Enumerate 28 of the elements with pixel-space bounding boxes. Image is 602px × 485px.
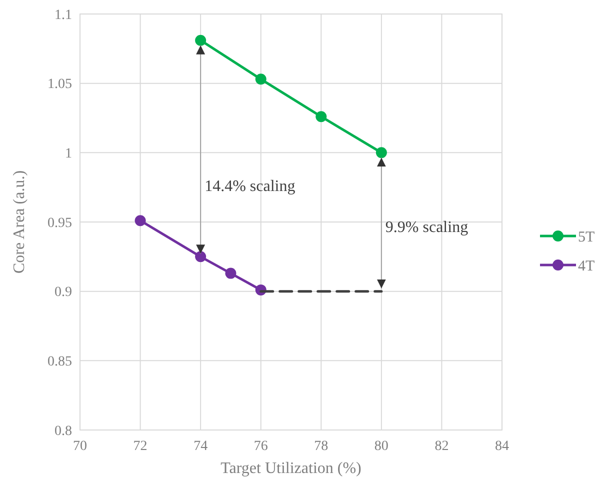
x-tick-label: 78 <box>314 439 328 454</box>
y-tick-label: 0.8 <box>54 424 72 439</box>
legend-label: 5T <box>578 229 595 246</box>
point <box>316 111 327 122</box>
legend-label: 4T <box>578 258 595 274</box>
point <box>225 268 236 279</box>
x-tick-label: 84 <box>495 439 509 454</box>
x-tick-label: 74 <box>194 439 208 454</box>
point <box>255 74 266 85</box>
x-tick-label: 82 <box>434 439 449 454</box>
x-tick-label: 80 <box>374 439 388 454</box>
x-axis-title: Target Utilization (%) <box>220 460 362 477</box>
point <box>195 34 206 46</box>
point <box>134 215 146 226</box>
y-tick-label: 0.85 <box>48 354 72 370</box>
x-tick-label: 72 <box>133 439 148 454</box>
x-tick-label: 76 <box>254 439 268 454</box>
y-tick-label: 0.95 <box>48 216 72 231</box>
y-tick-label: 1.1 <box>54 8 72 23</box>
y-tick-label: 1.05 <box>48 77 72 92</box>
y-axis-title: Core Area (a.u.) <box>11 170 28 274</box>
y-tick-label: 0.9 <box>54 285 72 300</box>
annotation: 9.9% scaling <box>385 218 468 236</box>
point <box>195 251 206 262</box>
point <box>376 147 387 158</box>
x-tick-label: 70 <box>73 439 87 454</box>
y-tick-label: 1 <box>65 146 72 162</box>
annotation: 14.4% scaling <box>204 178 296 195</box>
